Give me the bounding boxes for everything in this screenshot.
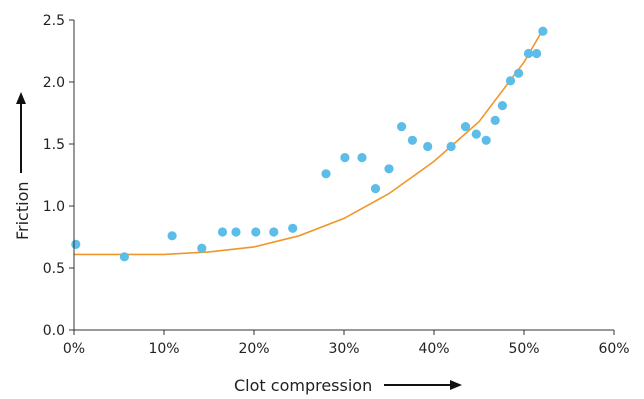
data-point	[251, 227, 261, 237]
y-tick-label: 2.5	[43, 13, 65, 29]
y-tick-label: 0.0	[43, 323, 65, 339]
x-tick-label: 50%	[508, 341, 539, 357]
data-point	[397, 122, 407, 132]
data-point	[71, 239, 81, 249]
x-tick-label: 0%	[63, 341, 85, 357]
data-point	[471, 129, 481, 139]
x-tick-label: 10%	[148, 341, 179, 357]
axes-layer: 0% 10% 20% 30% 40% 50% 60% 0.0 0.5 1.0 1.5 2.0 2.5 Cl…	[13, 13, 630, 395]
y-axis-arrow-head	[16, 92, 26, 104]
x-tick-label: 30%	[328, 341, 359, 357]
data-point	[119, 252, 129, 262]
y-tick-label: 0.5	[43, 261, 65, 277]
data-point	[288, 223, 298, 233]
data-point	[231, 227, 241, 237]
points-layer	[71, 26, 548, 262]
data-point	[407, 135, 417, 145]
trend-line	[74, 30, 543, 256]
x-axis-title: Clot compression	[234, 376, 372, 395]
data-point	[523, 48, 534, 59]
y-tick-label: 1.5	[43, 137, 65, 153]
y-tick-label: 2.0	[43, 75, 65, 91]
data-point	[446, 141, 456, 152]
data-point	[514, 68, 524, 78]
data-point	[269, 227, 279, 237]
data-point	[497, 101, 507, 111]
data-point	[423, 141, 433, 152]
x-tick-label: 40%	[418, 341, 449, 357]
data-point	[384, 164, 394, 174]
data-point	[532, 48, 542, 59]
data-point	[490, 115, 500, 125]
trend-layer	[74, 30, 543, 256]
y-tick-label: 1.0	[43, 199, 65, 215]
x-tick-label: 60%	[598, 341, 629, 357]
x-axis-arrow-head	[450, 380, 462, 390]
y-axis-title: Friction	[13, 181, 32, 240]
data-point	[340, 153, 350, 163]
data-point	[167, 231, 177, 241]
data-point	[370, 184, 381, 194]
data-point	[505, 76, 516, 86]
x-tick-label: 20%	[238, 341, 269, 357]
data-point	[460, 122, 471, 132]
data-point	[357, 153, 367, 163]
data-point	[538, 26, 548, 36]
data-point	[197, 243, 207, 253]
data-point	[481, 135, 491, 145]
data-point	[321, 169, 331, 179]
data-point	[217, 227, 228, 237]
